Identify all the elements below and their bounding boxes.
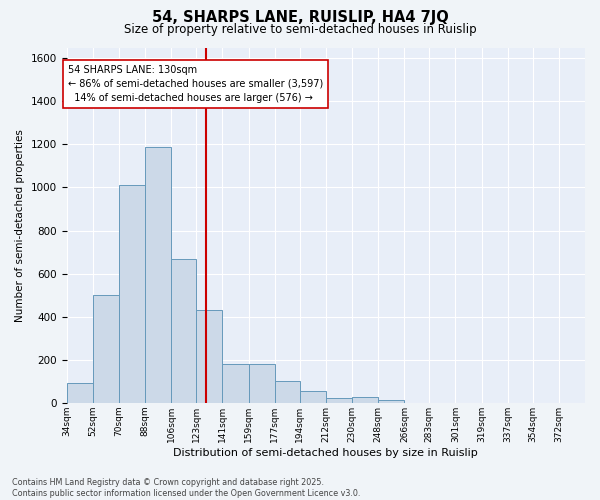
Text: 54, SHARPS LANE, RUISLIP, HA4 7JQ: 54, SHARPS LANE, RUISLIP, HA4 7JQ — [152, 10, 448, 25]
Bar — [119, 186, 145, 403]
Text: 54 SHARPS LANE: 130sqm
← 86% of semi-detached houses are smaller (3,597)
  14% o: 54 SHARPS LANE: 130sqm ← 86% of semi-det… — [68, 64, 323, 102]
Bar — [275, 382, 299, 403]
Y-axis label: Number of semi-detached properties: Number of semi-detached properties — [15, 128, 25, 322]
Bar — [378, 400, 404, 403]
Bar — [299, 391, 326, 403]
Bar — [326, 398, 352, 403]
Bar — [196, 310, 223, 403]
Bar — [352, 398, 378, 403]
Bar — [223, 364, 248, 403]
Bar — [93, 295, 119, 403]
Text: Size of property relative to semi-detached houses in Ruislip: Size of property relative to semi-detach… — [124, 22, 476, 36]
Bar — [145, 146, 172, 403]
Bar — [248, 364, 275, 403]
Text: Contains HM Land Registry data © Crown copyright and database right 2025.
Contai: Contains HM Land Registry data © Crown c… — [12, 478, 361, 498]
X-axis label: Distribution of semi-detached houses by size in Ruislip: Distribution of semi-detached houses by … — [173, 448, 478, 458]
Bar — [172, 258, 196, 403]
Bar — [67, 384, 93, 403]
